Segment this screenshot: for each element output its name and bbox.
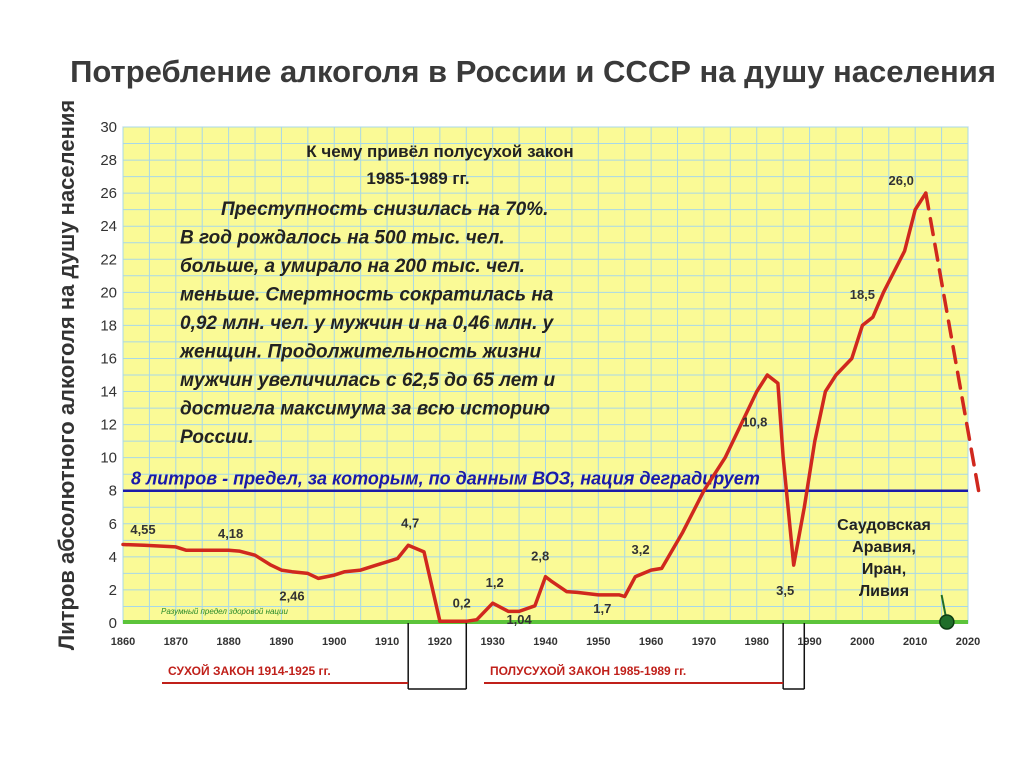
- data-label: 18,5: [850, 287, 875, 302]
- x-tick-label: 2000: [850, 636, 874, 648]
- y-tick-label: 26: [100, 185, 117, 202]
- y-tick-label: 22: [100, 251, 117, 268]
- data-label: 3,2: [632, 542, 650, 557]
- x-tick-label: 2020: [956, 636, 980, 648]
- y-tick-label: 30: [100, 119, 117, 136]
- y-tick-label: 24: [100, 218, 117, 235]
- y-tick-label: 8: [109, 483, 117, 500]
- data-label: 1,2: [486, 575, 504, 590]
- y-tick-label: 18: [100, 317, 117, 334]
- data-label: 0,2: [453, 596, 471, 611]
- data-label: 10,8: [742, 414, 767, 429]
- y-tick-label: 4: [109, 549, 117, 566]
- projected-consumption-line: [924, 191, 981, 493]
- y-tick-label: 10: [100, 450, 117, 467]
- x-tick-label: 1930: [480, 636, 504, 648]
- y-tick-label: 16: [100, 350, 117, 367]
- data-label: 2,46: [279, 588, 304, 603]
- x-tick-label: 1950: [586, 636, 610, 648]
- annotation-line: меньше. Смертность сократилась на: [180, 285, 554, 306]
- y-axis-label: Литров абсолютного алкоголя на душу насе…: [54, 100, 79, 650]
- x-tick-label: 1960: [639, 636, 663, 648]
- period-label: СУХОЙ ЗАКОН 1914-1925 гг.: [168, 663, 331, 678]
- period-label: ПОЛУСУХОЙ ЗАКОН 1985-1989 гг.: [490, 663, 686, 678]
- x-tick-label: 1900: [322, 636, 346, 648]
- series-layer: [121, 191, 981, 624]
- data-label: 4,7: [401, 515, 419, 530]
- consumption-line: [121, 191, 928, 624]
- marker-dot: [939, 614, 955, 630]
- annotation-line: мужчин увеличилась с 62,5 до 65 лет и: [180, 370, 555, 391]
- annotation-line: достигла максимума за всю историю: [180, 399, 550, 420]
- x-tick-label: 1920: [428, 636, 452, 648]
- chart-title: Потребление алкоголя в России и СССР на …: [70, 54, 996, 89]
- y-tick-label: 14: [100, 384, 117, 401]
- x-tick-label: 1880: [216, 636, 240, 648]
- law-periods: СУХОЙ ЗАКОН 1914-1925 гг. ПОЛУСУХОЙ ЗАКОН…: [162, 623, 806, 690]
- y-tick-label: 6: [109, 516, 117, 533]
- annotation-line: России.: [180, 427, 254, 448]
- country-marker: Саудовская Аравия, Иран, Ливия: [837, 517, 955, 630]
- annotation-heading: К чему привёл полусухой закон: [306, 142, 573, 161]
- marker-label: Ливия: [859, 583, 909, 600]
- annotation-line: 0,92 млн. чел. у мужчин и на 0,46 млн. у: [180, 313, 555, 334]
- annotation-heading: 1985-1989 гг.: [366, 169, 469, 188]
- x-tick-label: 1990: [797, 636, 821, 648]
- annotation-line: больше, а умирало на 200 тыс. чел.: [180, 256, 525, 277]
- data-labels: 4,55 4,18 2,46 4,7 0,2 1,2 1,04 2,8 1,7 3,2 10,8 3,…: [130, 173, 914, 627]
- who-limit-label: 8 литров - предел, за которым, по данным…: [131, 469, 760, 489]
- y-tick-label: 0: [109, 615, 117, 632]
- x-axis-ticks: 1860 1870 1880 1890 1900 1910 1920 1930 1940 1950…: [111, 636, 980, 648]
- data-label: 4,55: [130, 522, 155, 537]
- x-tick-label: 1940: [533, 636, 557, 648]
- x-tick-label: 1860: [111, 636, 135, 648]
- data-label: 1,7: [593, 601, 611, 616]
- data-label: 4,18: [218, 526, 243, 541]
- x-tick-label: 1980: [745, 636, 769, 648]
- x-tick-label: 1970: [692, 636, 716, 648]
- x-tick-label: 2010: [903, 636, 927, 648]
- marker-label: Аравия,: [852, 539, 916, 556]
- marker-label: Саудовская: [837, 517, 931, 534]
- data-label: 26,0: [889, 173, 914, 188]
- law-annotation: К чему привёл полусухой закон 1985-1989 г…: [179, 142, 574, 448]
- annotation-line: В год рождалось на 500 тыс. чел.: [180, 228, 505, 249]
- x-tick-label: 1890: [269, 636, 293, 648]
- data-label: 1,04: [506, 612, 532, 627]
- y-tick-label: 20: [100, 284, 117, 301]
- y-tick-label: 28: [100, 152, 117, 169]
- reference-lines: 8 литров - предел, за которым, по данным…: [123, 469, 968, 624]
- healthy-limit-label: Разумный предел здоровой нации: [161, 607, 288, 616]
- data-label: 2,8: [531, 549, 549, 564]
- y-tick-label: 12: [100, 417, 117, 434]
- x-tick-label: 1870: [164, 636, 188, 648]
- data-label: 3,5: [776, 583, 794, 598]
- annotation-line: женщин. Продолжительность жизни: [179, 342, 541, 363]
- y-tick-label: 2: [109, 582, 117, 599]
- annotation-line: Преступность снизилась на 70%.: [221, 199, 548, 220]
- x-tick-label: 1910: [375, 636, 399, 648]
- marker-label: Иран,: [862, 561, 906, 578]
